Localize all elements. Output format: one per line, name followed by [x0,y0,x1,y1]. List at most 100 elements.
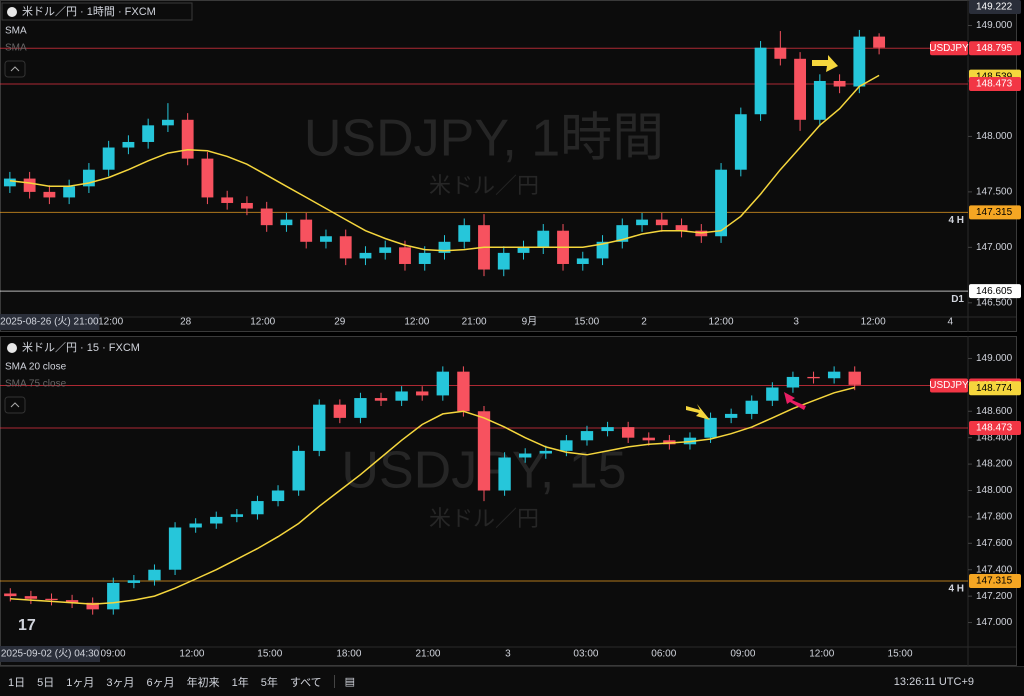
candle-body [766,387,779,401]
panel-background [0,0,1017,332]
candle-body [221,197,234,203]
collapse-button [4,60,26,78]
crosshair-date-box [0,314,100,330]
x-tick-label: 15:00 [574,317,599,328]
candle-body [477,411,491,491]
candle-body [271,490,285,502]
candle-body [63,186,76,198]
chart-panel: USDJPY, 15 米ドル／円 17 147.000147.200147.40… [0,336,1021,666]
symbol-tag-label: USDJPY [929,43,969,54]
candle-body [4,593,17,597]
price-tag [969,41,1021,56]
timeframe-note: 4 H [948,215,964,226]
candle-body [122,141,135,148]
candle-body [210,516,223,524]
candle-body [873,36,886,48]
x-tick-label: 12:00 [861,317,886,328]
y-tick-label: 148.600 [976,406,1013,417]
candle-body [86,602,99,610]
candle-body [354,398,367,418]
candle-body [807,376,820,379]
candle-body [704,417,717,438]
y-tick-label: 148.400 [976,432,1013,443]
price-tag [969,284,1021,299]
logo: 17 [18,617,36,634]
candle-body [537,230,550,248]
legend-indicator: SMA [5,26,27,37]
y-tick-label: 147.000 [976,617,1013,628]
candle-body [497,252,510,270]
x-tick-label: 18:00 [336,649,361,660]
price-tag-label: 147.315 [976,207,1013,218]
y-tick-label: 147.600 [976,538,1013,549]
candle-body [517,247,530,253]
y-tick-label: 149.000 [976,353,1013,364]
chart-panel: USDJPY, 1時間 米ドル／円 146.500 147.000 147.500 1… [0,0,1021,332]
price-tag-label: 148.539 [976,71,1013,82]
candle-body [189,523,202,528]
x-tick-label: 09:00 [730,649,755,660]
sma-line [10,386,855,605]
candle-body [82,169,95,187]
price-tag-label: 147.315 [976,576,1013,587]
candle-body [148,569,161,581]
candle-body [601,427,614,432]
range-button[interactable]: 1ヶ月 [66,676,95,689]
range-button[interactable]: 5年 [260,676,278,689]
candle-body [457,371,470,412]
candle-body [260,208,273,226]
x-tick-label: 29 [334,317,346,328]
legend-title: 米ドル／円 · 1時間 · FXCM [22,5,156,18]
candle-body [43,191,56,198]
legend-indicator-hidden: SMA [5,43,27,54]
y-tick-label: 147.500 [976,187,1013,198]
candle-body [436,371,449,396]
collapse-button [4,396,26,414]
x-tick-label: 15:00 [888,649,913,660]
x-tick-label: 2025-09-02 (火) 04:30 [1,648,100,660]
candle-body [395,391,408,401]
x-tick-label: 12:00 [404,317,429,328]
x-tick-label: 12:00 [809,649,834,660]
candle-body [616,225,629,242]
price-tag [969,76,1021,91]
symbol-flag [7,343,17,353]
crosshair-date-box [0,646,101,662]
candle-body [399,247,411,264]
range-button[interactable]: 1日 [8,676,26,689]
annotation-arrow [784,392,806,410]
range-button[interactable]: 年初来 [186,676,220,689]
price-tag [969,205,1021,220]
date-range-icon[interactable]: ▤ [333,675,355,688]
candle-body [621,427,635,438]
annotation-arrow [812,55,838,72]
candle-body [379,247,392,253]
x-tick-label: 06:00 [651,649,676,660]
range-button[interactable]: 1年 [231,676,249,689]
legend-indicator: SMA 20 close [5,362,67,373]
x-tick-label: 9月 [522,316,538,328]
candle-body [300,219,313,242]
y-tick-label: 149.000 [976,20,1013,31]
candle-body [774,47,787,59]
candle-body [848,371,861,385]
candle-body [333,404,347,418]
candle-body [3,178,16,187]
range-button[interactable]: すべて [289,676,322,689]
range-button[interactable]: 6ヶ月 [146,676,175,689]
x-tick-label: 12:00 [709,317,734,328]
y-tick-label: 146.500 [976,297,1013,308]
candle-body [794,58,807,120]
range-button[interactable]: 3ヶ月 [106,676,135,689]
y-tick-label: 147.800 [976,512,1013,523]
candle-body [418,252,431,264]
price-tag [969,381,1021,396]
candle-body [560,440,573,451]
x-tick-label: 21:00 [415,649,440,660]
candle-body [724,413,738,418]
sma-line [9,74,880,252]
candle-body [416,391,429,396]
symbol-tag-label: USDJPY [929,380,969,391]
range-button[interactable]: 5日 [37,676,55,689]
